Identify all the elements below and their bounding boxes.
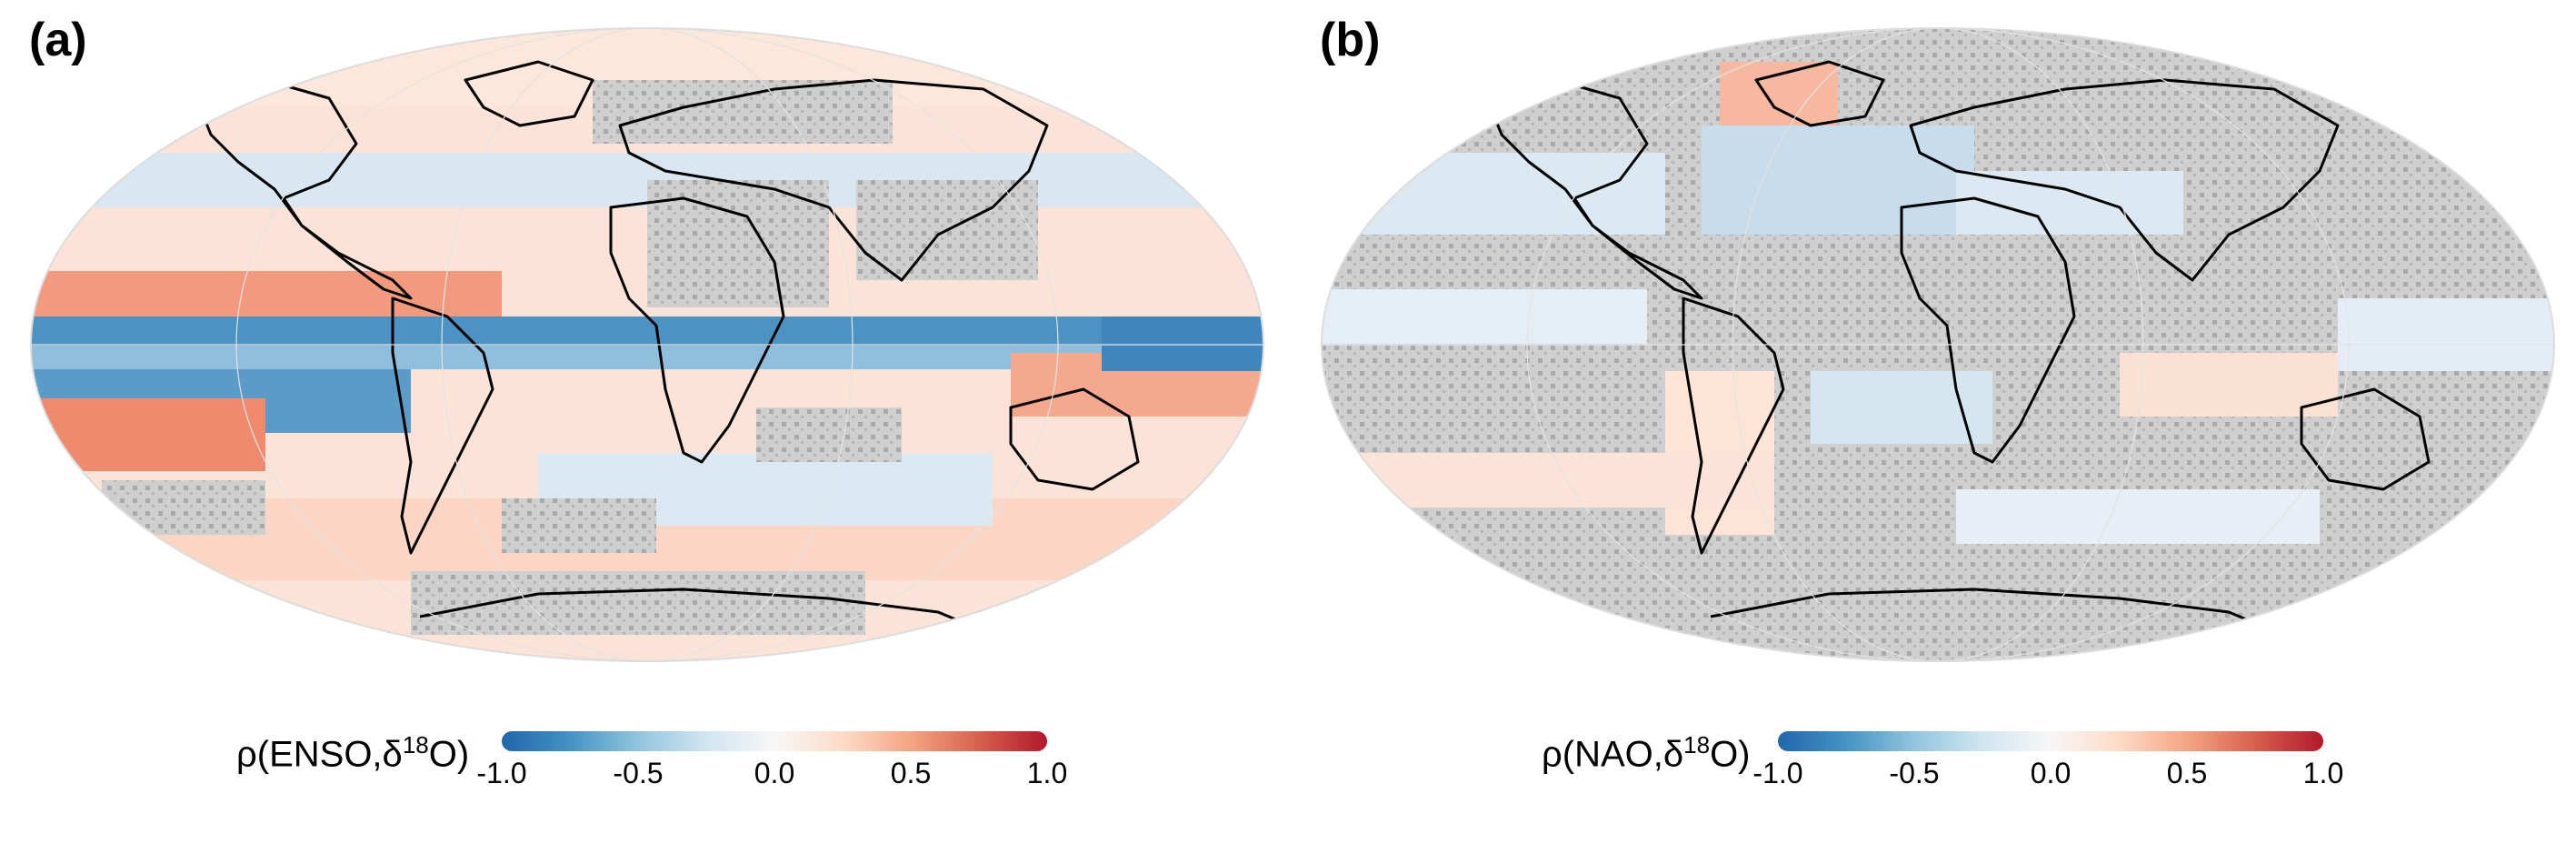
colorbar-a-gradient xyxy=(502,731,1047,751)
coastline-australia xyxy=(2300,387,2431,491)
coastline-antarctica xyxy=(419,588,993,637)
coastline-eurasia xyxy=(1909,78,2340,282)
patch-north-atlantic-cool xyxy=(1702,126,1974,235)
colorbar-b-tick: 1.0 xyxy=(2302,757,2344,789)
colorbar-a-tick: -1.0 xyxy=(476,757,527,789)
colorbar-a-ticks: -1.0 -0.5 0.0 0.5 1.0 xyxy=(476,757,1067,797)
stipple-south-atlantic xyxy=(502,498,656,553)
colorbar-b: ρ(NAO,δ18O) -1.0 -0.5 0.0 0.5 1.0 xyxy=(1542,718,2541,809)
colorbar-b-title: ρ(NAO,δ18O) xyxy=(1542,731,1751,775)
colorbar-a: ρ(ENSO,δ18O) -1.0 -0.5 0.0 0.5 1.0 xyxy=(236,718,1236,809)
colorbar-a-tick: 0.5 xyxy=(890,757,932,789)
patch-south-pacific-warm xyxy=(1322,453,1774,507)
stipple-antarctic-margin xyxy=(411,571,865,635)
coastline-greenland xyxy=(1754,60,1885,127)
coastline-africa xyxy=(609,196,785,464)
robinson-map-a xyxy=(30,27,1264,662)
colorbar-b-tick: -1.0 xyxy=(1752,757,1803,789)
panel-a-label: (a) xyxy=(29,14,87,66)
colorbar-b-tick: 0.0 xyxy=(2030,757,2072,789)
robinson-map-b xyxy=(1321,27,2555,662)
colorbar-b-tick: -0.5 xyxy=(1889,757,1940,789)
colorbar-b-gradient xyxy=(1778,731,2323,751)
patch-south-atlantic-cool xyxy=(1811,371,1992,444)
colorbar-a-title: ρ(ENSO,δ18O) xyxy=(236,731,470,775)
patch-southern-cool xyxy=(1956,489,2320,544)
coastline-south-america xyxy=(391,296,494,555)
coastline-antarctica xyxy=(1710,588,2284,637)
patch-labrador-warm xyxy=(1720,62,1838,126)
coastline-australia xyxy=(1009,387,1140,491)
stipple-indian xyxy=(756,407,902,462)
band-pacific-warm-north xyxy=(31,271,502,321)
map-panel-b xyxy=(1320,25,2556,664)
coastline-south-america xyxy=(1682,296,1785,555)
patch-tropical-pacific xyxy=(1322,289,1647,344)
stipple-south-pacific xyxy=(102,480,265,535)
band-west-pacific-cold xyxy=(1102,316,1263,371)
globe-outline xyxy=(1321,27,2555,662)
colorbar-b-tick: 0.5 xyxy=(2166,757,2208,789)
colorbar-b-ticks: -1.0 -0.5 0.0 0.5 1.0 xyxy=(1752,757,2343,797)
stipple-north-asia xyxy=(593,80,893,144)
coastline-africa xyxy=(1900,196,2076,464)
colorbar-a-tick: 1.0 xyxy=(1026,757,1068,789)
patch-west-pacific-cool xyxy=(2338,298,2554,371)
patch-indian-warm xyxy=(2120,353,2338,417)
map-panel-a xyxy=(29,25,1265,664)
colorbar-a-tick: 0.0 xyxy=(754,757,795,789)
coastline-greenland xyxy=(464,60,594,127)
panel-b-label: (b) xyxy=(1320,14,1381,66)
globe-outline xyxy=(30,27,1264,662)
band-equatorial-cold xyxy=(31,316,1263,346)
patch-north-pacific-cool xyxy=(1322,153,1665,235)
stipple-north-africa xyxy=(647,180,829,307)
coastline-eurasia xyxy=(618,78,1049,282)
band-pacific-warm-south xyxy=(31,398,265,471)
colorbar-a-tick: -0.5 xyxy=(613,757,664,789)
